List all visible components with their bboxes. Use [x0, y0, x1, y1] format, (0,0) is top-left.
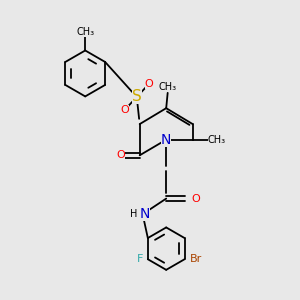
Text: CH₃: CH₃	[208, 135, 226, 145]
Text: Br: Br	[190, 254, 202, 264]
Text: O: O	[116, 150, 125, 160]
Text: O: O	[120, 105, 129, 115]
Text: N: N	[140, 207, 150, 221]
Text: O: O	[192, 194, 201, 204]
Text: CH₃: CH₃	[76, 27, 94, 37]
Text: S: S	[132, 89, 142, 104]
Text: N: N	[161, 133, 171, 147]
Text: H: H	[130, 209, 137, 219]
Text: O: O	[145, 79, 154, 89]
Text: CH₃: CH₃	[159, 82, 177, 92]
Text: F: F	[136, 254, 143, 264]
